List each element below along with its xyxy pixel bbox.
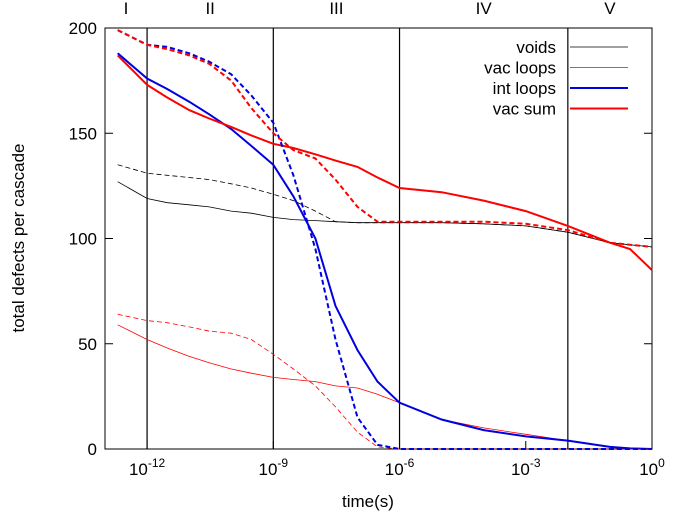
y-tick-label: 150 bbox=[69, 124, 97, 143]
series-line bbox=[116, 54, 653, 271]
x-tick-exponent: 0 bbox=[658, 456, 665, 470]
x-tick-label: 10-3 bbox=[511, 456, 541, 479]
x-tick-base: 10 bbox=[639, 460, 658, 479]
y-tick-label: 100 bbox=[69, 230, 97, 249]
x-axis-label: time(s) bbox=[342, 492, 394, 511]
x-tick-base: 10 bbox=[129, 460, 148, 479]
y-tick-label: 0 bbox=[88, 440, 97, 459]
x-tick-base: 10 bbox=[511, 460, 530, 479]
series-line bbox=[117, 164, 653, 248]
region-label: I bbox=[124, 0, 129, 18]
x-tick-label: 100 bbox=[639, 456, 665, 479]
x-tick-label: 10-6 bbox=[385, 456, 415, 479]
legend-label: vac loops bbox=[484, 59, 556, 78]
x-tick-exponent: -12 bbox=[148, 456, 166, 470]
region-label: IV bbox=[476, 0, 493, 18]
legend-label: voids bbox=[516, 38, 556, 57]
legend-label: int loops bbox=[493, 79, 556, 98]
series-line bbox=[117, 324, 653, 450]
series-line bbox=[117, 52, 653, 450]
y-tick-label: 50 bbox=[78, 335, 97, 354]
series-line bbox=[117, 313, 652, 450]
plot-frame bbox=[104, 27, 653, 450]
x-tick-exponent: -9 bbox=[277, 456, 288, 470]
y-axis-label: total defects per cascade bbox=[9, 143, 28, 332]
x-tick-base: 10 bbox=[385, 460, 404, 479]
x-tick-exponent: -6 bbox=[404, 456, 415, 470]
x-tick-label: 10-12 bbox=[129, 456, 166, 479]
x-tick-label: 10-9 bbox=[259, 456, 289, 479]
series-line bbox=[117, 29, 652, 450]
legend-label: vac sum bbox=[493, 100, 556, 119]
region-label: V bbox=[604, 0, 616, 18]
x-tick-exponent: -3 bbox=[530, 456, 541, 470]
x-tick-base: 10 bbox=[259, 460, 278, 479]
series-line bbox=[117, 29, 653, 248]
region-label: II bbox=[205, 0, 214, 18]
region-label: III bbox=[329, 0, 343, 18]
y-tick-label: 200 bbox=[69, 19, 97, 38]
series-line bbox=[117, 181, 653, 248]
